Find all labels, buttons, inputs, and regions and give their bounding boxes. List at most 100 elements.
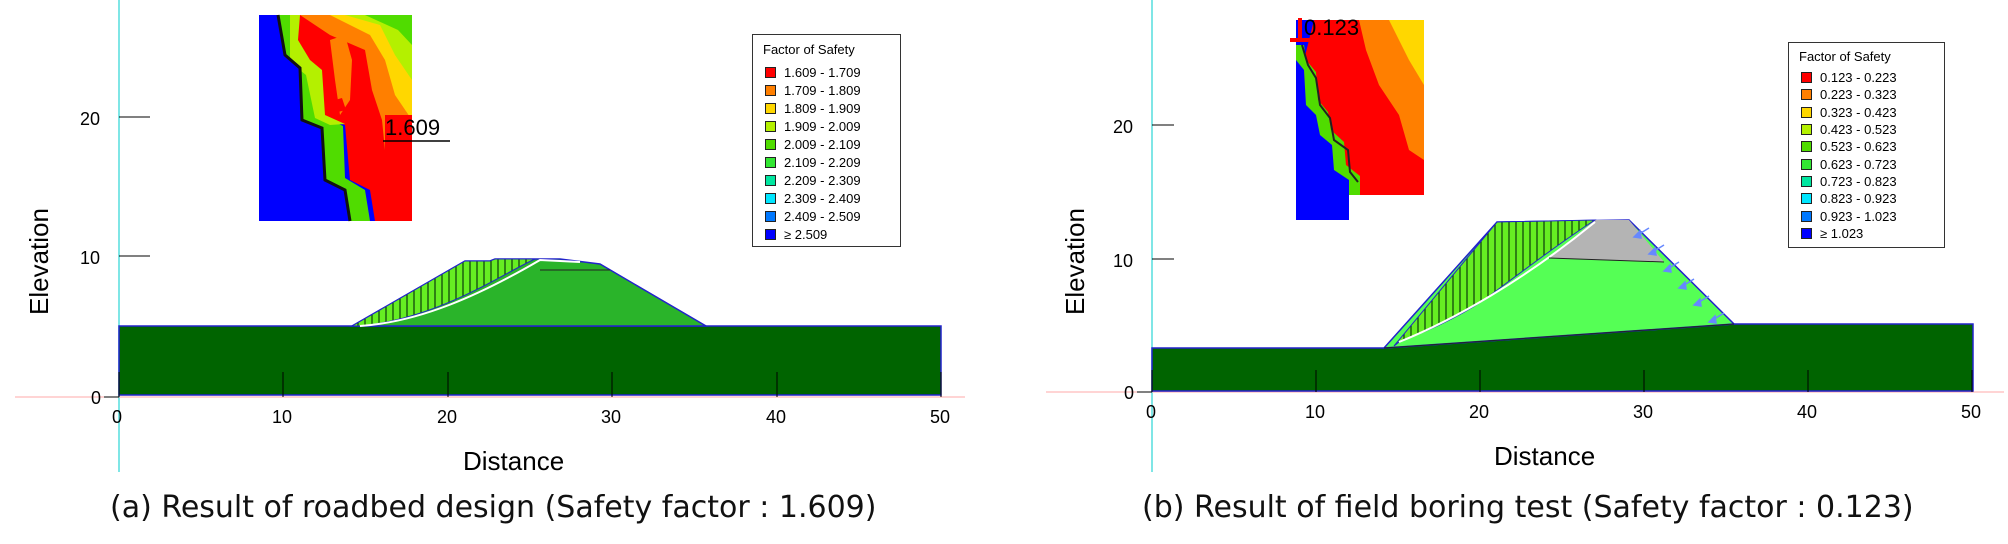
legend-swatch <box>765 229 776 241</box>
legend-swatch <box>1801 124 1812 136</box>
legend: Factor of Safety 1.609 - 1.709 1.709 - 1… <box>752 34 901 247</box>
x-tick-label: 50 <box>930 407 950 427</box>
y-axis-label: Elevation <box>24 208 54 315</box>
legend-label: 0.823 - 0.923 <box>1820 191 1897 207</box>
x-tick-label: 40 <box>766 407 786 427</box>
legend-swatch <box>1801 72 1812 84</box>
caption: (a) Result of roadbed design (Safety fac… <box>110 490 877 525</box>
legend-label: 0.523 - 0.623 <box>1820 139 1897 155</box>
legend: Factor of Safety 0.123 - 0.223 0.223 - 0… <box>1788 42 1945 248</box>
foundation-layer <box>118 325 942 396</box>
layer-line <box>1383 323 1735 349</box>
legend-swatch <box>1801 106 1812 118</box>
legend-item: 0.423 - 0.523 <box>1789 121 1944 138</box>
legend-label: 0.223 - 0.323 <box>1820 87 1897 103</box>
x-tick-label: 0 <box>112 407 122 427</box>
x-tick-label: 0 <box>1146 402 1156 422</box>
x-tick-label: 30 <box>1633 402 1653 422</box>
legend-swatch <box>765 102 776 114</box>
legend-item: 1.609 - 1.709 <box>753 63 900 81</box>
load-arrows <box>1632 227 1725 324</box>
legend-label: 2.409 - 2.509 <box>784 209 861 225</box>
legend-item: 0.323 - 0.423 <box>1789 104 1944 121</box>
legend-swatch <box>1801 158 1812 170</box>
panel-b: 20 10 0 Elevation <box>1004 0 2008 544</box>
x-tick-label: 10 <box>1305 402 1325 422</box>
x-tick-label: 40 <box>1797 402 1817 422</box>
legend-title: Factor of Safety <box>1799 49 1891 64</box>
legend-swatch <box>765 157 776 169</box>
legend-item: 0.923 - 1.023 <box>1789 207 1944 224</box>
y-tick-label: 0 <box>1124 383 1134 403</box>
x-tick-label: 30 <box>601 407 621 427</box>
embankment-cap <box>1549 220 1664 262</box>
slip-surface <box>359 258 581 327</box>
panel-a: 20 10 0 Elevation 1.60 <box>15 0 965 525</box>
legend-swatch <box>765 193 776 205</box>
legend-item: ≥ 2.509 <box>753 226 900 244</box>
y-tick-label: 20 <box>80 109 100 129</box>
y-tick-label: 10 <box>1113 251 1133 271</box>
legend-swatch <box>1801 210 1812 222</box>
fs-contour-grid <box>259 14 412 222</box>
legend-label: 0.323 - 0.423 <box>1820 104 1897 120</box>
legend-swatch <box>765 138 776 150</box>
legend-title: Factor of Safety <box>763 42 855 57</box>
legend-swatch <box>765 66 776 78</box>
x-tick-label: 50 <box>1961 402 1981 422</box>
legend-label: 0.923 - 1.023 <box>1820 208 1897 224</box>
legend-item: 1.909 - 2.009 <box>753 117 900 135</box>
legend-swatch <box>765 175 776 187</box>
legend-label: 2.009 - 2.109 <box>784 136 861 152</box>
y-tick-label: 20 <box>1113 117 1133 137</box>
legend-item: 2.109 - 2.209 <box>753 153 900 171</box>
legend-item: 0.823 - 0.923 <box>1789 190 1944 207</box>
legend-swatch <box>1801 227 1812 239</box>
legend-swatch <box>1801 141 1812 153</box>
legend-item: 2.309 - 2.409 <box>753 190 900 208</box>
legend-item: ≥ 1.023 <box>1789 225 1944 242</box>
slope-plot-a: 20 10 0 Elevation 1.60 <box>15 0 965 476</box>
x-axis-label: Distance <box>463 446 564 476</box>
fs-min-label: 0.123 <box>1304 15 1359 40</box>
legend-label: 2.209 - 2.309 <box>784 173 861 189</box>
x-tick-label: 20 <box>437 407 457 427</box>
legend-item: 1.809 - 1.909 <box>753 99 900 117</box>
legend-item: 2.009 - 2.109 <box>753 135 900 153</box>
legend-label: 1.609 - 1.709 <box>784 64 861 80</box>
legend-label: 1.709 - 1.809 <box>784 82 861 98</box>
legend-item: 2.409 - 2.509 <box>753 208 900 226</box>
legend-swatch <box>765 120 776 132</box>
legend-swatch <box>765 84 776 96</box>
layer-line <box>1548 257 1665 263</box>
legend-label: 0.423 - 0.523 <box>1820 122 1897 138</box>
x-axis-label: Distance <box>1494 441 1595 471</box>
legend-swatch <box>765 211 776 223</box>
y-ticks <box>1137 124 1174 393</box>
legend-swatch <box>1801 89 1812 101</box>
legend-item: 0.523 - 0.623 <box>1789 138 1944 155</box>
fs-contour-grid <box>1296 20 1424 220</box>
caption: (b) Result of field boring test (Safety … <box>1142 490 1914 525</box>
legend-label: ≥ 2.509 <box>784 227 828 243</box>
legend-label: 2.309 - 2.409 <box>784 191 861 207</box>
legend-swatch <box>1801 175 1812 187</box>
legend-item: 0.723 - 0.823 <box>1789 173 1944 190</box>
y-axis-label: Elevation <box>1060 208 1090 315</box>
y-ticks <box>104 116 150 398</box>
legend-label: ≥ 1.023 <box>1820 225 1864 241</box>
y-tick-label: 0 <box>91 388 101 408</box>
legend-label: 0.123 - 0.223 <box>1820 70 1897 86</box>
legend-item: 1.709 - 1.809 <box>753 81 900 99</box>
x-tick-label: 20 <box>1469 402 1489 422</box>
x-ticks <box>118 372 942 397</box>
legend-label: 2.109 - 2.209 <box>784 155 861 171</box>
legend-label: 1.909 - 2.009 <box>784 118 861 134</box>
x-ticks <box>1151 370 1973 392</box>
y-tick-label: 10 <box>80 248 100 268</box>
legend-item: 0.223 - 0.323 <box>1789 86 1944 103</box>
fs-min-label: 1.609 <box>385 115 440 140</box>
legend-label: 0.723 - 0.823 <box>1820 173 1897 189</box>
slip-surface <box>1398 221 1596 343</box>
legend-swatch <box>1801 193 1812 205</box>
